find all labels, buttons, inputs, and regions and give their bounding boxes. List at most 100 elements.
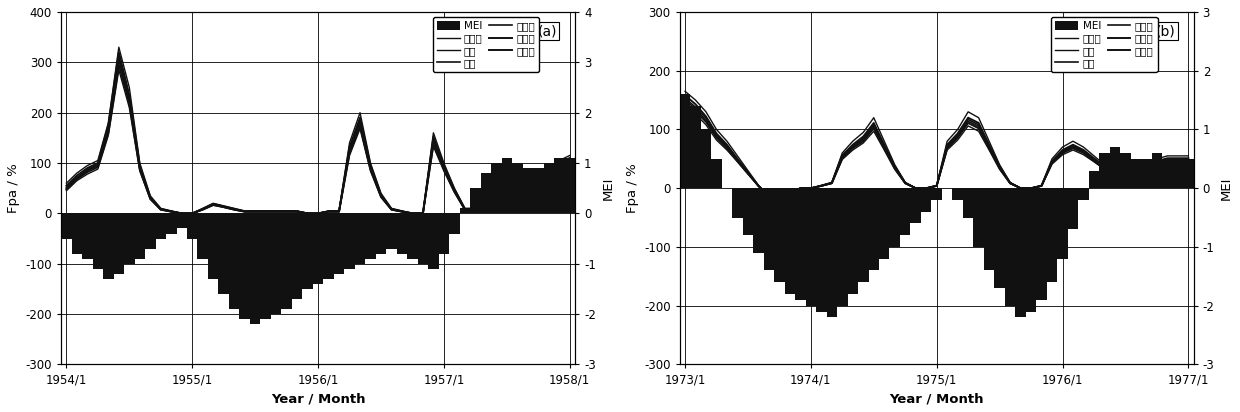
Bar: [1162, 159, 1173, 188]
Bar: [1110, 147, 1120, 188]
Bar: [239, 213, 250, 319]
Bar: [176, 213, 187, 229]
Bar: [1004, 188, 1016, 306]
Bar: [983, 188, 994, 270]
Bar: [397, 213, 407, 254]
Bar: [407, 213, 418, 259]
Bar: [250, 213, 260, 324]
Y-axis label: MEI: MEI: [1220, 176, 1233, 200]
Bar: [522, 168, 533, 213]
Bar: [701, 129, 712, 188]
Bar: [291, 213, 303, 299]
Bar: [848, 188, 858, 294]
Bar: [103, 213, 114, 279]
Bar: [764, 188, 774, 270]
X-axis label: Year / Month: Year / Month: [270, 392, 366, 405]
Bar: [355, 213, 366, 264]
Bar: [1016, 188, 1025, 318]
Y-axis label: Fpa / %: Fpa / %: [625, 163, 639, 213]
Bar: [691, 106, 701, 188]
Bar: [1173, 159, 1183, 188]
X-axis label: Year / Month: Year / Month: [889, 392, 983, 405]
Bar: [774, 188, 785, 282]
Legend: MEI, 洪家渡, 普定, 东风, 乌江渡, 拹皮雙, 大花水: MEI, 洪家渡, 普定, 东风, 乌江渡, 拹皮雙, 大花水: [433, 17, 539, 73]
Bar: [900, 188, 910, 235]
Bar: [61, 213, 72, 239]
Bar: [1131, 159, 1141, 188]
Bar: [879, 188, 889, 259]
Bar: [868, 188, 879, 270]
Bar: [439, 213, 449, 254]
Bar: [197, 213, 208, 259]
Bar: [208, 213, 218, 279]
Bar: [543, 163, 554, 213]
Bar: [732, 188, 743, 218]
Bar: [166, 213, 176, 234]
Legend: MEI, 洪家渡, 普定, 东风, 乌江渡, 拹皮雙, 大花水: MEI, 洪家渡, 普定, 东风, 乌江渡, 拹皮雙, 大花水: [1052, 17, 1158, 73]
Bar: [564, 158, 575, 213]
Bar: [1058, 188, 1068, 259]
Bar: [921, 188, 931, 212]
Bar: [93, 213, 103, 269]
Bar: [82, 213, 93, 259]
Bar: [345, 213, 355, 269]
Bar: [973, 188, 983, 247]
Bar: [1037, 188, 1047, 300]
Bar: [1183, 159, 1194, 188]
Bar: [554, 158, 564, 213]
Bar: [1120, 153, 1131, 188]
Bar: [135, 213, 145, 259]
Bar: [680, 94, 691, 188]
Bar: [145, 213, 155, 248]
Bar: [1068, 188, 1079, 229]
Bar: [312, 213, 324, 284]
Bar: [1099, 153, 1110, 188]
Bar: [753, 188, 764, 253]
Bar: [1089, 171, 1099, 188]
Bar: [1025, 188, 1037, 311]
Bar: [491, 163, 502, 213]
Bar: [114, 213, 124, 274]
Bar: [428, 213, 439, 269]
Bar: [712, 159, 722, 188]
Bar: [124, 213, 135, 264]
Bar: [889, 188, 900, 247]
Bar: [837, 188, 848, 306]
Bar: [229, 213, 239, 309]
Bar: [910, 188, 921, 223]
Bar: [270, 213, 281, 314]
Bar: [418, 213, 428, 264]
Bar: [1141, 159, 1152, 188]
Bar: [376, 213, 386, 254]
Bar: [72, 213, 82, 254]
Y-axis label: MEI: MEI: [601, 176, 615, 200]
Bar: [1047, 188, 1058, 282]
Bar: [187, 213, 197, 239]
Bar: [260, 213, 270, 319]
Text: (a): (a): [537, 24, 557, 38]
Bar: [533, 168, 543, 213]
Bar: [303, 213, 312, 289]
Bar: [806, 188, 816, 306]
Bar: [743, 188, 753, 235]
Bar: [816, 188, 827, 311]
Y-axis label: Fpa / %: Fpa / %: [7, 163, 20, 213]
Bar: [470, 188, 481, 213]
Bar: [449, 213, 460, 234]
Bar: [858, 188, 868, 282]
Bar: [481, 173, 491, 213]
Bar: [931, 188, 942, 200]
Bar: [386, 213, 397, 248]
Bar: [952, 188, 963, 200]
Bar: [1152, 153, 1162, 188]
Bar: [460, 208, 470, 213]
Bar: [155, 213, 166, 239]
Bar: [334, 213, 345, 274]
Bar: [512, 163, 522, 213]
Bar: [281, 213, 291, 309]
Bar: [785, 188, 795, 294]
Bar: [366, 213, 376, 259]
Bar: [994, 188, 1004, 288]
Bar: [218, 213, 229, 294]
Bar: [324, 213, 334, 279]
